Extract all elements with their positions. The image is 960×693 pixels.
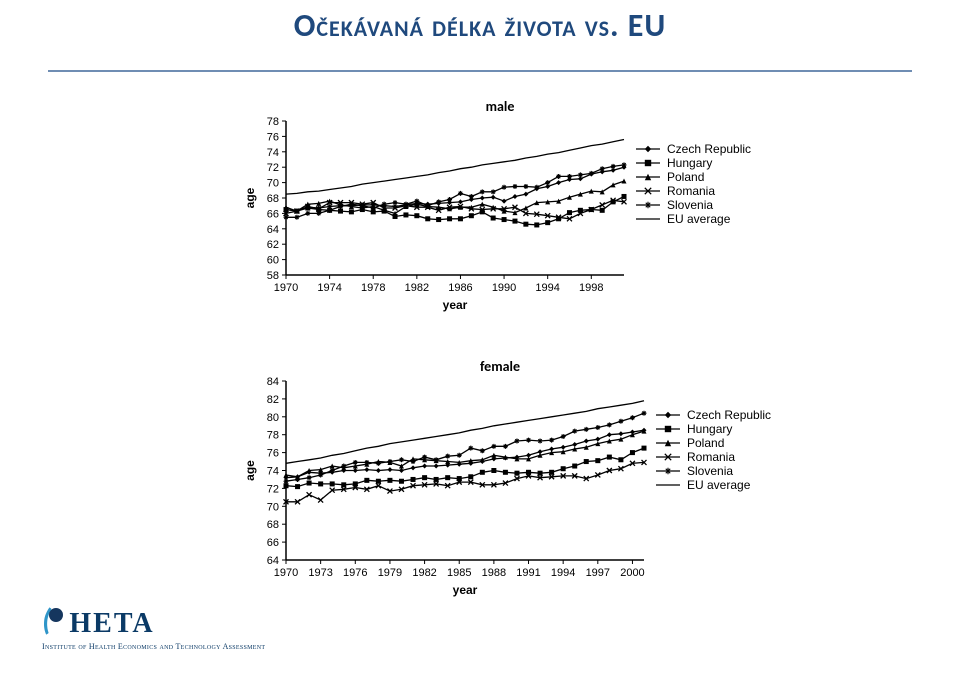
- legend-label: EU average: [667, 212, 730, 226]
- legend-item: Czech Republic: [655, 408, 771, 422]
- svg-text:80: 80: [267, 412, 279, 424]
- heta-dot: [49, 608, 63, 622]
- svg-text:age: age: [243, 460, 257, 481]
- svg-text:74: 74: [267, 147, 279, 159]
- svg-text:58: 58: [267, 270, 279, 282]
- svg-text:1994: 1994: [535, 282, 559, 294]
- svg-text:64: 64: [267, 555, 279, 567]
- svg-text:60: 60: [267, 255, 279, 267]
- legend-item: Poland: [655, 436, 771, 450]
- svg-text:76: 76: [267, 448, 279, 460]
- svg-text:64: 64: [267, 224, 279, 236]
- legend-item: Poland: [635, 170, 751, 184]
- heta-logo: ( HETA Institute of Health Economics and…: [42, 608, 265, 651]
- svg-text:1970: 1970: [274, 567, 298, 579]
- svg-text:66: 66: [267, 537, 279, 549]
- svg-text:1998: 1998: [579, 282, 603, 294]
- chart-female: 64 66 68 70 72 74 76 78 80 82 84 1970 1973 1976 1979 19…: [240, 375, 650, 600]
- svg-text:age: age: [243, 187, 257, 208]
- legend-item: Hungary: [655, 422, 771, 436]
- legend-label: Czech Republic: [667, 142, 751, 156]
- svg-text:1974: 1974: [317, 282, 341, 294]
- legend-label: Romania: [667, 184, 715, 198]
- svg-text:1994: 1994: [551, 567, 575, 579]
- legend-item: Romania: [655, 450, 771, 464]
- svg-text:1986: 1986: [448, 282, 472, 294]
- legend-item: Slovenia: [635, 198, 751, 212]
- legend-label: EU average: [687, 478, 750, 492]
- svg-text:72: 72: [267, 162, 279, 174]
- svg-text:68: 68: [267, 193, 279, 205]
- svg-text:1978: 1978: [361, 282, 385, 294]
- legend-female: Czech RepublicHungaryPolandRomaniaSloven…: [655, 408, 771, 492]
- legend-item: Romania: [635, 184, 751, 198]
- legend-label: Hungary: [687, 422, 732, 436]
- svg-text:1985: 1985: [447, 567, 471, 579]
- svg-text:1970: 1970: [274, 282, 298, 294]
- page-title: Očekávaná délka života vs. EU: [0, 6, 960, 45]
- svg-text:62: 62: [267, 239, 279, 251]
- svg-text:1991: 1991: [516, 567, 540, 579]
- svg-text:74: 74: [267, 466, 279, 478]
- legend-label: Slovenia: [687, 464, 733, 478]
- chart-title-female: female: [240, 358, 760, 375]
- svg-text:1979: 1979: [378, 567, 402, 579]
- legend-label: Hungary: [667, 156, 712, 170]
- legend-label: Romania: [687, 450, 735, 464]
- svg-text:2000: 2000: [620, 567, 644, 579]
- chart-male: 58 60 62 64 66 68 70 72 74 76 78 1970 1974 1978 1982 19…: [240, 115, 630, 315]
- svg-text:68: 68: [267, 519, 279, 531]
- legend-label: Czech Republic: [687, 408, 771, 422]
- legend-male: Czech RepublicHungaryPolandRomaniaSloven…: [635, 142, 751, 226]
- svg-text:78: 78: [267, 116, 279, 128]
- svg-text:70: 70: [267, 178, 279, 190]
- svg-text:70: 70: [267, 501, 279, 513]
- legend-label: Slovenia: [667, 198, 713, 212]
- legend-label: Poland: [667, 170, 704, 184]
- heta-wordmark: HETA: [69, 608, 154, 640]
- legend-item: EU average: [655, 478, 771, 492]
- svg-text:76: 76: [267, 131, 279, 143]
- svg-text:1976: 1976: [343, 567, 367, 579]
- svg-text:1997: 1997: [586, 567, 610, 579]
- svg-text:78: 78: [267, 430, 279, 442]
- title-underline: [48, 70, 912, 72]
- legend-item: Slovenia: [655, 464, 771, 478]
- svg-text:year: year: [453, 583, 478, 597]
- legend-item: Hungary: [635, 156, 751, 170]
- svg-text:84: 84: [267, 376, 279, 388]
- svg-text:1990: 1990: [492, 282, 516, 294]
- legend-label: Poland: [687, 436, 724, 450]
- svg-text:82: 82: [267, 394, 279, 406]
- legend-item: EU average: [635, 212, 751, 226]
- legend-item: Czech Republic: [635, 142, 751, 156]
- svg-text:1973: 1973: [308, 567, 332, 579]
- chart-title-male: male: [240, 98, 760, 115]
- svg-text:66: 66: [267, 208, 279, 220]
- heta-subtitle: Institute of Health Economics and Techno…: [42, 642, 265, 651]
- svg-text:1982: 1982: [412, 567, 436, 579]
- svg-text:1988: 1988: [482, 567, 506, 579]
- svg-text:72: 72: [267, 483, 279, 495]
- svg-text:1982: 1982: [405, 282, 429, 294]
- svg-text:year: year: [443, 298, 468, 312]
